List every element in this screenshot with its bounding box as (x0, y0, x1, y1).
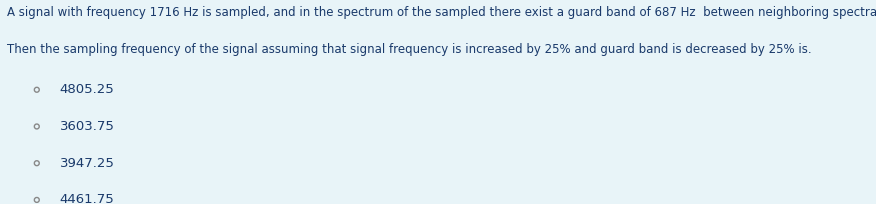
Text: 3603.75: 3603.75 (60, 120, 115, 133)
Text: Then the sampling frequency of the signal assuming that signal frequency is incr: Then the sampling frequency of the signa… (7, 43, 812, 56)
Text: A signal with frequency 1716 Hz is sampled, and in the spectrum of the sampled t: A signal with frequency 1716 Hz is sampl… (7, 6, 876, 19)
Text: 3947.25: 3947.25 (60, 157, 115, 170)
Text: 4805.25: 4805.25 (60, 83, 114, 96)
Text: 4461.75: 4461.75 (60, 193, 114, 204)
